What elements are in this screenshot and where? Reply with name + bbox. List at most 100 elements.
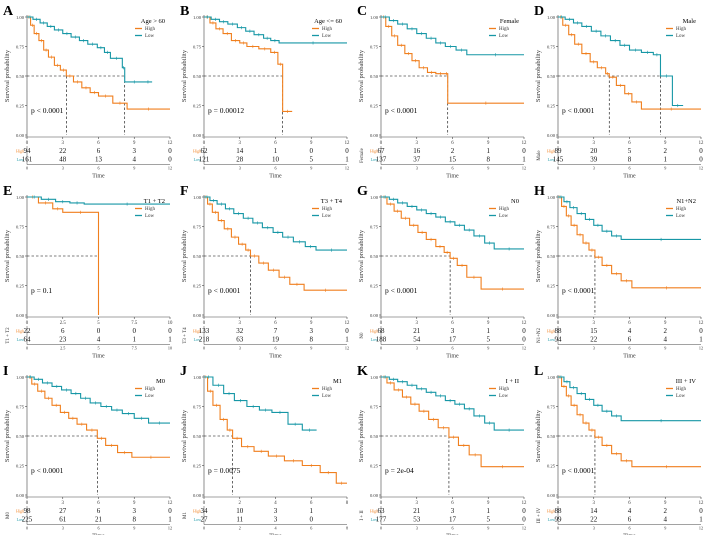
x-tick-label: 12 [522, 141, 527, 146]
x-axis-title: Time [269, 534, 282, 535]
y-tick-label: 1.00 [547, 375, 556, 380]
group-label: N0 [511, 198, 519, 205]
risk-count-high: 0 [168, 327, 172, 335]
risk-count-low: 17 [449, 336, 457, 344]
risk-row-label: Low [371, 337, 378, 342]
km-curve-low [204, 376, 317, 431]
risk-x-tick-label: 12 [522, 166, 526, 171]
risk-table-label: I + II [360, 510, 365, 521]
x-axis-title: Time [269, 354, 282, 360]
risk-x-tick-label: 9 [664, 346, 666, 351]
group-label: M0 [156, 378, 165, 385]
risk-count-high: 4 [628, 327, 632, 335]
risk-x-tick-label: 0 [380, 346, 382, 351]
risk-count-high: 0 [699, 327, 703, 335]
risk-count-low: 1 [699, 516, 703, 524]
y-tick-label: 0.25 [16, 463, 25, 468]
x-axis-title: Time [623, 354, 636, 360]
legend-label: High [499, 207, 510, 212]
risk-count-high: 3 [133, 147, 137, 155]
km-panel-a: A 0.00 0.25 0.50 0.75 1.00 0 3 6 9 12 Survival prob… [3, 4, 173, 180]
y-tick-label: 0.00 [547, 313, 556, 318]
p-value: p = 0.00012 [208, 106, 244, 115]
risk-count-low: 1 [522, 156, 526, 164]
km-panel-j: J 0.00 0.25 0.50 0.75 1.00 0 2 4 6 8 Survival proba… [180, 364, 349, 535]
risk-row-label: High [193, 329, 201, 334]
x-tick-label: 6 [628, 321, 631, 326]
risk-row-label: Low [17, 517, 24, 522]
risk-count-high: 7 [274, 327, 278, 335]
legend-label: Low [676, 214, 686, 219]
risk-x-tick-label: 12 [345, 166, 349, 171]
risk-count-high: 6 [97, 507, 101, 515]
y-tick-label: 0.75 [547, 224, 556, 229]
panel-letter: G [357, 184, 368, 199]
y-tick-label: 0.75 [193, 404, 202, 409]
x-tick-label: 0 [557, 321, 560, 326]
risk-row-label: High [16, 149, 24, 154]
y-tick-label: 0.25 [370, 463, 379, 468]
km-curve-low [381, 376, 524, 431]
risk-x-tick-label: 12 [168, 166, 172, 171]
risk-count-low: 1 [168, 336, 172, 344]
risk-x-tick-label: 0 [557, 526, 559, 531]
x-axis-title: Time [623, 534, 636, 535]
legend-label: High [322, 27, 333, 32]
risk-count-high: 1 [274, 147, 278, 155]
risk-x-tick-label: 3 [593, 346, 595, 351]
risk-table-label: N1+N2 [537, 327, 542, 343]
risk-x-tick-label: 6 [97, 166, 99, 171]
x-tick-label: 12 [522, 321, 527, 326]
risk-count-high: 0 [345, 147, 349, 155]
x-tick-label: 0 [380, 501, 383, 506]
legend-label: Low [499, 214, 509, 219]
group-label: T3 + T4 [321, 198, 343, 205]
legend-label: High [499, 387, 510, 392]
risk-x-tick-label: 6 [310, 526, 312, 531]
risk-table-label: T3 + T4 [183, 327, 188, 344]
x-tick-label: 9 [133, 501, 136, 506]
y-tick-label: 0.75 [370, 404, 379, 409]
risk-x-tick-label: 3 [416, 346, 418, 351]
x-axis-title: Time [446, 534, 459, 535]
risk-x-tick-label: 9 [487, 526, 489, 531]
km-panel-b: B 0.00 0.25 0.50 0.75 1.00 0 3 6 9 12 Survival prob… [180, 4, 350, 180]
x-axis-title: Time [92, 354, 105, 360]
risk-row-label: Low [548, 337, 555, 342]
legend-label: Low [322, 214, 332, 219]
risk-x-tick-label: 12 [522, 526, 526, 531]
legend-label: High [322, 207, 333, 212]
km-curve-low [381, 196, 524, 250]
risk-x-tick-label: 6 [97, 526, 99, 531]
risk-count-low: 6 [628, 516, 632, 524]
risk-count-low: 1 [133, 336, 137, 344]
x-tick-label: 3 [416, 321, 419, 326]
legend-label: High [145, 207, 156, 212]
y-axis-title: Survival probability [358, 409, 365, 462]
risk-count-high: 3 [451, 507, 455, 515]
panel-letter: B [180, 4, 189, 19]
risk-x-tick-label: 0 [26, 526, 28, 531]
risk-x-tick-label: 2.5 [60, 346, 65, 351]
p-value: p < 0.0001 [562, 286, 595, 295]
risk-x-tick-label: 9 [487, 346, 489, 351]
y-tick-label: 0.50 [193, 74, 202, 79]
y-tick-label: 0.50 [193, 434, 202, 439]
y-axis-title: Survival probability [181, 49, 188, 102]
risk-count-high: 2 [664, 507, 668, 515]
risk-x-tick-label: 3 [62, 526, 64, 531]
x-tick-label: 12 [345, 141, 350, 146]
risk-count-high: 10 [236, 507, 244, 515]
risk-count-high: 3 [310, 327, 314, 335]
risk-count-high: 14 [590, 507, 598, 515]
risk-count-low: 22 [590, 516, 598, 524]
x-tick-label: 9 [487, 501, 490, 506]
risk-row-label: High [193, 149, 201, 154]
risk-count-low: 61 [59, 516, 67, 524]
y-tick-label: 0.75 [370, 44, 379, 49]
x-tick-label: 2 [239, 501, 242, 506]
x-tick-label: 12 [168, 141, 173, 146]
risk-count-low: 28 [236, 156, 244, 164]
